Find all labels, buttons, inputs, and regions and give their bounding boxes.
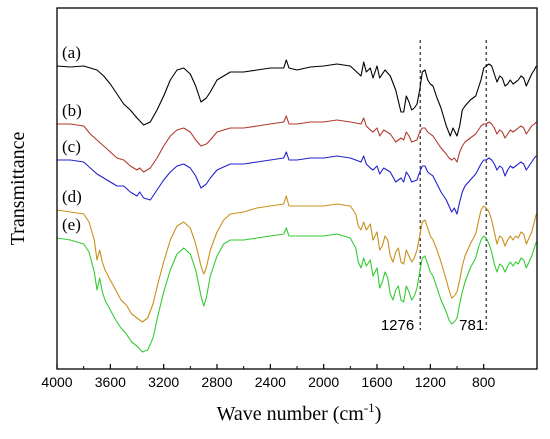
curve-label-c: (c): [62, 137, 81, 156]
x-axis-title-superscript: -1: [364, 400, 375, 415]
x-axis-ticks: [56, 364, 485, 369]
x-tick-label-3600: 3600: [95, 374, 126, 390]
x-tick-label-2000: 2000: [308, 374, 339, 390]
x-axis-title-close: ): [375, 403, 382, 425]
series-line-c: [57, 151, 537, 215]
reference-line-labels: 1276 781: [381, 317, 484, 334]
reference-label-1276: 1276: [381, 317, 414, 334]
plot-frame: [56, 7, 538, 370]
reference-label-781: 781: [459, 317, 484, 334]
x-tick-label-800: 800: [472, 374, 496, 390]
series-line-a: [56, 59, 537, 137]
curve-label-d: (d): [62, 187, 82, 206]
x-tick-label-1200: 1200: [415, 374, 446, 390]
series-line-b: [57, 115, 537, 173]
x-tick-label-4000: 4000: [41, 374, 72, 390]
y-axis-title: Transmittance: [7, 132, 29, 246]
curve-label-e: (e): [62, 215, 81, 234]
series-lines: [56, 59, 537, 353]
x-axis-title-main: Wave number (cm: [217, 403, 365, 425]
x-tick-label-2400: 2400: [255, 374, 286, 390]
x-tick-label-1600: 1600: [361, 374, 392, 390]
x-axis-title: Wave number (cm-1): [217, 400, 382, 425]
x-tick-label-3200: 3200: [148, 374, 179, 390]
curve-label-a: (a): [62, 43, 81, 62]
series-line-d: [56, 195, 537, 323]
curve-label-b: (b): [62, 101, 82, 120]
x-tick-label-2800: 2800: [201, 374, 232, 390]
curve-labels: (a) (b) (c) (d) (e): [62, 43, 82, 234]
series-line-e: [56, 227, 537, 353]
x-axis-tick-labels: 4000 3600 3200 2800 2400 2000 1600 1200 800: [41, 374, 495, 390]
